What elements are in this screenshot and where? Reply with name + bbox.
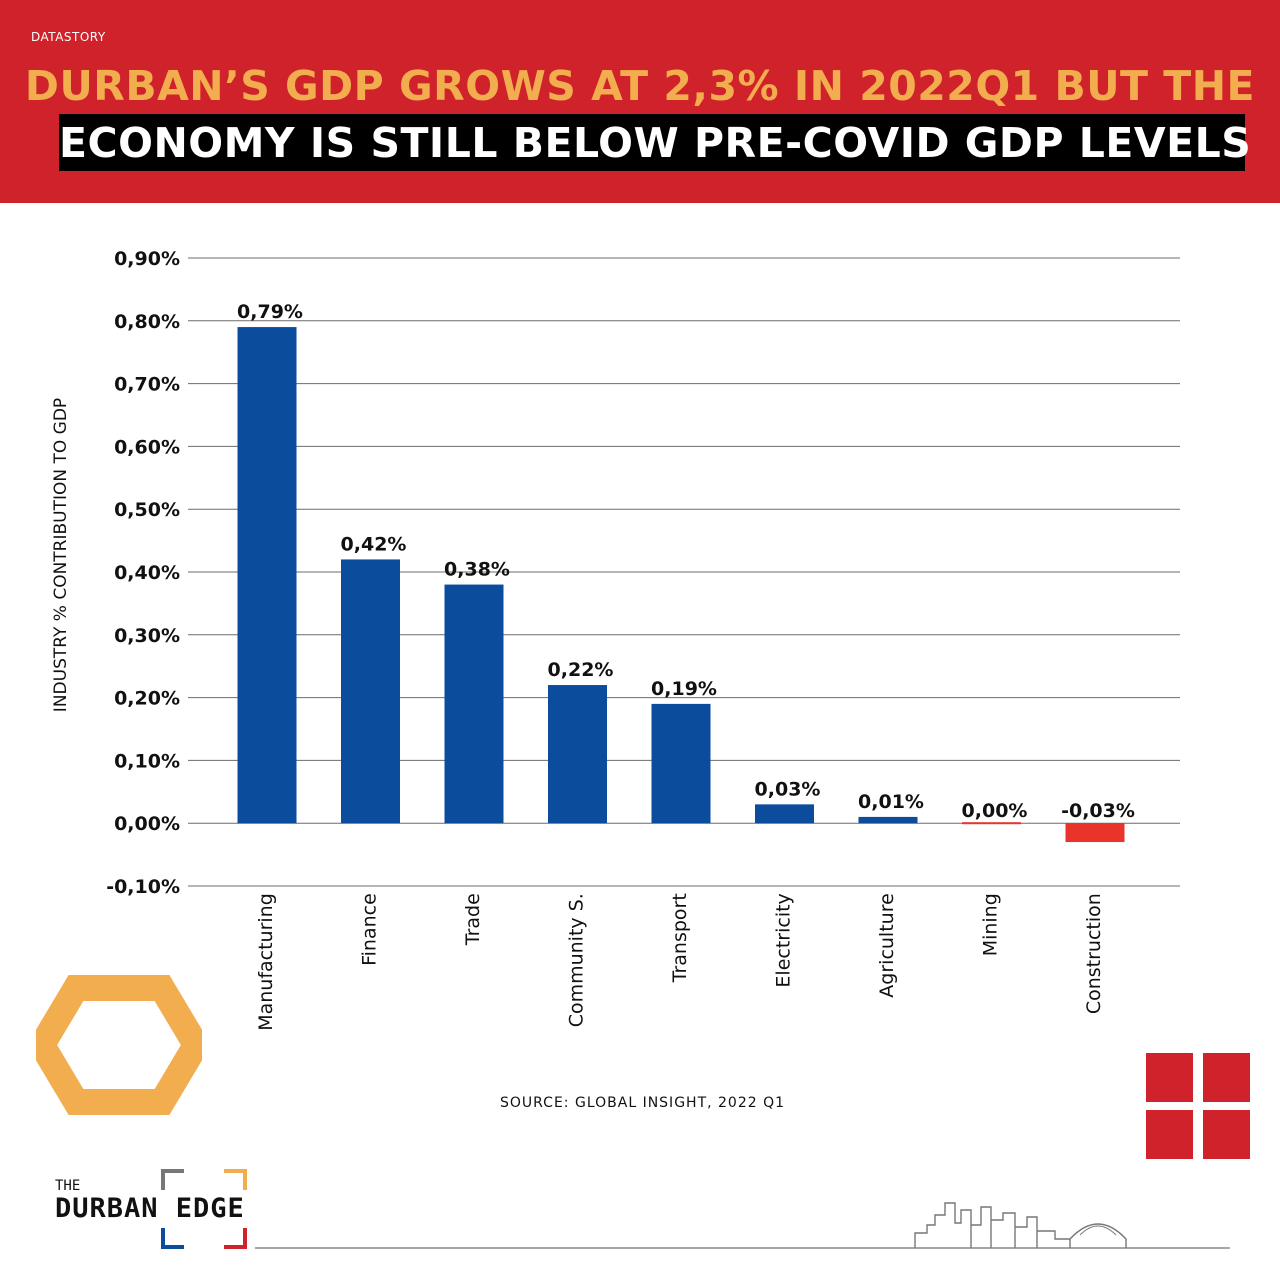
x-tick-label: Trade [462, 893, 484, 946]
y-tick-label: 0,90% [114, 248, 180, 270]
bars [237, 327, 1125, 843]
y-tick-label: 0,30% [114, 625, 180, 647]
bar [755, 804, 814, 824]
y-tick-label: 0,00% [114, 813, 180, 835]
kicker-label: DATASTORY [31, 30, 106, 44]
value-labels: 0,79% 0,42% 0,38% 0,22% 0,19% 0,03% 0,01% 0,00%… [237, 301, 1135, 822]
bar [341, 559, 400, 824]
x-axis-ticks: Manufacturing Finance Trade Community S. Tra… [255, 893, 1105, 1031]
bar-value-label: 0,01% [858, 791, 924, 813]
x-tick-label: Electricity [773, 893, 795, 987]
bar [548, 685, 607, 824]
x-tick-label: Manufacturing [255, 893, 277, 1031]
red-squares-icon [1146, 1053, 1250, 1159]
bar [444, 584, 504, 824]
y-tick-label: 0,20% [114, 688, 180, 710]
y-tick-label: -0,10% [106, 876, 180, 898]
x-tick-label: Finance [359, 893, 381, 966]
bar-value-label: -0,03% [1061, 800, 1135, 822]
bar [858, 816, 918, 824]
brand-brackets-icon [161, 1169, 247, 1249]
x-tick-label: Agriculture [876, 893, 898, 998]
bar-value-label: 0,03% [755, 778, 821, 800]
y-tick-label: 0,70% [114, 374, 180, 396]
y-tick-label: 0,40% [114, 562, 180, 584]
y-tick-label: 0,10% [114, 750, 180, 772]
x-tick-label: Transport [669, 893, 691, 983]
x-tick-label: Mining [980, 893, 1002, 956]
headline-line-1: DURBAN’S GDP GROWS AT 2,3% IN 2022Q1 BUT… [24, 62, 1256, 110]
bar-value-label: 0,42% [341, 533, 407, 555]
bar [651, 703, 711, 824]
bar-value-label: 0,79% [237, 301, 303, 323]
bar [962, 822, 1021, 825]
header-banner: DATASTORY DURBAN’S GDP GROWS AT 2,3% IN … [0, 0, 1280, 203]
y-tick-label: 0,80% [114, 311, 180, 333]
y-axis-label: INDUSTRY % CONTRIBUTION TO GDP [51, 398, 71, 712]
headline-line-2: ECONOMY IS STILL BELOW PRE-COVID GDP LEV… [59, 119, 1252, 167]
bar-value-label: 0,38% [444, 559, 510, 581]
headline-line-2-box: ECONOMY IS STILL BELOW PRE-COVID GDP LEV… [59, 114, 1252, 171]
y-tick-label: 0,60% [114, 436, 180, 458]
x-tick-label: Construction [1083, 893, 1105, 1014]
brand-name: DURBAN EDGE [55, 1193, 245, 1224]
bar-chart: 0,90% 0,80% 0,70% 0,60% 0,50% 0,40% 0,30% 0,20%… [51, 248, 1180, 1031]
x-tick-label: Community S. [566, 893, 588, 1027]
y-tick-label: 0,50% [114, 499, 180, 521]
hexagon-logo-icon [36, 975, 202, 1115]
bar-value-label: 0,19% [651, 678, 717, 700]
city-skyline-icon [255, 1202, 1230, 1249]
source-note: SOURCE: GLOBAL INSIGHT, 2022 Q1 [500, 1095, 786, 1111]
brand-the: THE [55, 1178, 81, 1194]
bar [1065, 823, 1125, 843]
bar-value-label: 0,00% [962, 800, 1028, 822]
y-axis-ticks: 0,90% 0,80% 0,70% 0,60% 0,50% 0,40% 0,30% 0,20%… [106, 248, 180, 898]
bar-value-label: 0,22% [548, 659, 614, 681]
bar [237, 327, 297, 824]
